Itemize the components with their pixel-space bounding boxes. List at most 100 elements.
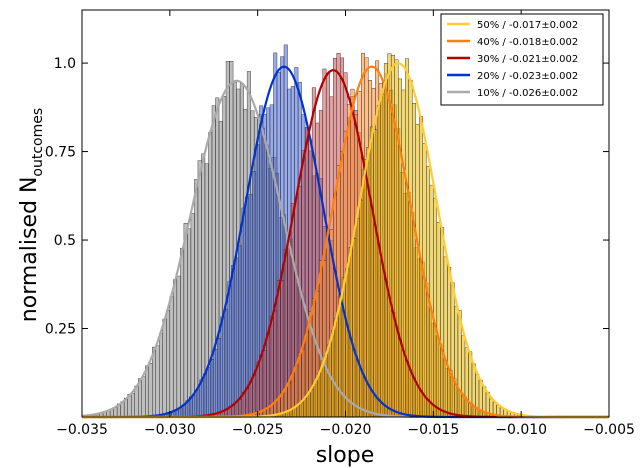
histogram-bar	[162, 318, 167, 418]
histogram-bar	[180, 247, 185, 418]
y-axis-label-subscript: outcomes	[30, 108, 46, 177]
histogram-bar	[303, 398, 308, 418]
histogram-bar	[398, 78, 402, 418]
histogram-bar	[203, 373, 207, 418]
histogram-bar	[338, 294, 343, 418]
histogram-bar	[443, 256, 448, 418]
histogram-bar	[245, 388, 250, 418]
histogram-bar	[269, 315, 274, 418]
histogram-bar	[299, 402, 304, 418]
histogram-bar	[234, 257, 239, 418]
x-tick-label: −0.010	[495, 422, 547, 438]
legend-entry: 30% / -0.021±0.002	[447, 54, 578, 65]
histogram-bar	[231, 265, 236, 418]
histogram-bar	[169, 296, 174, 418]
y-axis-label: normalised Noutcomes	[17, 108, 46, 322]
histogram-bar	[217, 338, 221, 418]
histogram-bar	[461, 335, 466, 418]
legend: 50% / -0.017±0.002 40% / -0.018±0.002 30% …	[440, 13, 604, 106]
legend-label: 50% / -0.017±0.002	[477, 20, 578, 31]
histogram-bar	[130, 393, 135, 418]
legend-entry: 20% / -0.023±0.002	[447, 71, 578, 82]
histogram-bar	[159, 333, 163, 418]
y-tick-label: 0.75	[45, 145, 76, 161]
histogram-bar	[352, 238, 357, 418]
histogram-bar	[355, 218, 360, 418]
histogram-bar	[241, 207, 246, 418]
histogram-bar	[248, 381, 253, 418]
histogram-bar	[238, 245, 243, 418]
histogram-bar	[206, 367, 211, 418]
histogram-bar	[447, 266, 452, 418]
histogram-bar	[310, 388, 315, 418]
histogram-bar	[148, 363, 153, 418]
histogram-bar	[252, 375, 257, 418]
legend-label: 40% / -0.018±0.002	[477, 37, 578, 48]
histogram-bar	[187, 228, 192, 418]
histogram-bar	[394, 59, 399, 418]
histogram-bar	[464, 347, 469, 418]
x-tick-label: −0.015	[407, 422, 459, 438]
legend-label: 10% / -0.026±0.002	[477, 88, 578, 99]
legend-entry: 40% / -0.018±0.002	[447, 37, 578, 48]
y-axis-ticks: 0.25 0.5 0.75 1.0	[45, 56, 609, 338]
x-tick-label: −0.030	[144, 422, 196, 438]
histogram-bar	[220, 316, 225, 418]
histogram-bar	[454, 305, 459, 418]
y-tick-label: 0.5	[54, 233, 76, 249]
histogram-bar	[183, 222, 188, 418]
legend-entry: 50% / -0.017±0.002	[447, 20, 578, 31]
histogram-bar	[376, 105, 381, 418]
histogram-bar	[359, 199, 364, 418]
histogram-bar	[475, 374, 480, 418]
histogram-bar	[145, 365, 149, 418]
histogram-bar	[141, 376, 146, 418]
legend-entry: 10% / -0.026±0.002	[447, 88, 578, 99]
histogram-bar	[259, 355, 264, 418]
histogram-bar	[197, 160, 202, 418]
histogram-bar	[155, 345, 160, 418]
histogram-bar	[436, 222, 441, 418]
y-axis-label-main: normalised N	[17, 177, 42, 323]
histogram-bar	[134, 385, 139, 418]
histogram-bar	[238, 399, 243, 418]
histogram-bar	[334, 317, 339, 418]
legend-label: 20% / -0.023±0.002	[477, 71, 578, 82]
histogram-bar	[471, 363, 476, 418]
histogram-bar	[266, 332, 271, 418]
histogram-bar	[173, 279, 178, 418]
histogram-bar	[383, 63, 388, 418]
histogram-bar	[192, 394, 197, 418]
histogram-bar	[450, 282, 455, 418]
histogram-bar	[369, 126, 374, 418]
legend-box	[440, 13, 604, 106]
histogram-bar	[210, 359, 214, 418]
histogram-bar	[194, 179, 199, 418]
x-tick-label: −0.020	[320, 422, 372, 438]
histogram-bar	[262, 350, 267, 418]
y-tick-label: 0.25	[45, 322, 76, 338]
histogram-bar	[213, 349, 218, 418]
x-tick-label: −0.035	[56, 422, 108, 438]
histogram-bar	[317, 373, 322, 418]
histogram-bar	[227, 281, 232, 418]
histogram-bar	[152, 346, 156, 418]
histogram-bar	[190, 213, 195, 418]
histogram-bar	[176, 275, 181, 418]
histogram-bar	[345, 268, 350, 418]
x-tick-label: −0.005	[583, 422, 635, 438]
histogram-bar	[313, 381, 318, 418]
histogram-bar	[224, 309, 228, 418]
y-tick-label: 1.0	[54, 56, 76, 72]
x-tick-label: −0.025	[232, 422, 284, 438]
histogram-bar	[373, 129, 378, 418]
histogram-bar	[440, 227, 445, 418]
x-axis-label: slope	[316, 443, 375, 468]
legend-label: 30% / -0.021±0.002	[477, 54, 578, 65]
histogram-bar	[306, 393, 311, 418]
histogram-bar	[401, 89, 406, 418]
histogram-bar	[331, 330, 336, 418]
histogram-bar	[415, 124, 420, 418]
histogram-bar	[195, 389, 200, 418]
